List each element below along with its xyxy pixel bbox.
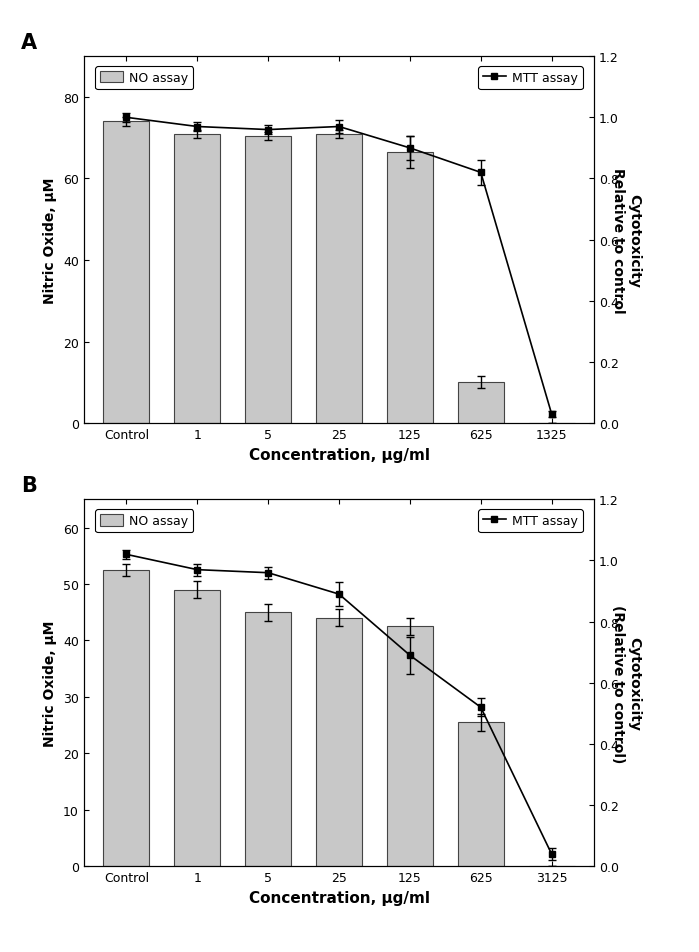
Legend: MTT assay: MTT assay — [478, 67, 583, 90]
Text: B: B — [21, 476, 37, 496]
Bar — [245, 612, 291, 866]
Legend: NO assay: NO assay — [95, 67, 193, 90]
X-axis label: Concentration, μg/ml: Concentration, μg/ml — [249, 890, 429, 904]
Bar — [174, 134, 220, 424]
Bar — [387, 153, 433, 424]
Bar — [316, 618, 362, 866]
Bar — [174, 590, 220, 866]
Y-axis label: Nitric Oxide, μM: Nitric Oxide, μM — [43, 177, 57, 304]
Bar — [458, 723, 504, 866]
Bar — [103, 122, 150, 424]
Legend: NO assay: NO assay — [95, 509, 193, 533]
Bar — [103, 570, 150, 866]
Y-axis label: Nitric Oxide, μM: Nitric Oxide, μM — [43, 620, 57, 746]
Bar — [387, 626, 433, 866]
Bar — [245, 136, 291, 424]
X-axis label: Concentration, μg/ml: Concentration, μg/ml — [249, 447, 429, 462]
Bar — [316, 134, 362, 424]
Legend: MTT assay: MTT assay — [478, 509, 583, 533]
Text: A: A — [21, 33, 37, 53]
Y-axis label: Cytotoxicity
Relative to control: Cytotoxicity Relative to control — [611, 168, 641, 313]
Y-axis label: Cytotoxicity
(Relative to control): Cytotoxicity (Relative to control) — [611, 604, 641, 763]
Bar — [458, 383, 504, 424]
